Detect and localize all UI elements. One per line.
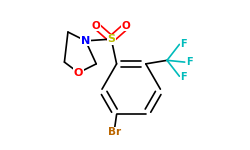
Text: S: S: [107, 34, 115, 44]
Text: N: N: [81, 36, 90, 46]
Text: O: O: [92, 21, 101, 31]
Text: F: F: [186, 57, 193, 67]
Text: O: O: [74, 68, 83, 78]
Text: F: F: [180, 39, 187, 49]
Text: O: O: [122, 21, 131, 31]
Text: Br: Br: [108, 127, 122, 137]
Text: F: F: [180, 72, 187, 82]
